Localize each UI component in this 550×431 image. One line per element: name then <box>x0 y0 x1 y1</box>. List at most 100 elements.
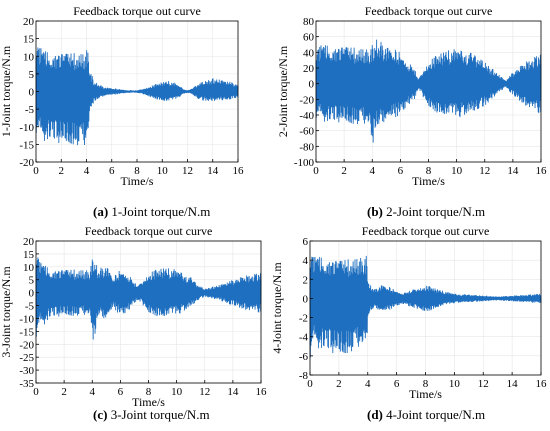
y-tick-label: 2 <box>303 274 309 286</box>
y-tick-label: -4 <box>299 332 309 344</box>
x-tick-label: 2 <box>336 378 342 390</box>
signal-series <box>35 47 239 146</box>
y-tick-label: -15 <box>19 326 34 338</box>
y-tick-label: 0 <box>29 288 35 300</box>
x-tick-label: 12 <box>182 165 193 177</box>
x-tick-label: 6 <box>398 165 404 177</box>
y-tick-label: -20 <box>19 157 34 169</box>
x-tick-label: 0 <box>313 165 319 177</box>
y-tick-label: 20 <box>23 236 35 248</box>
x-tick-label: 12 <box>478 378 489 390</box>
x-tick-label: 16 <box>536 165 548 177</box>
caption-letter: (a) <box>93 204 109 219</box>
y-tick-label: -30 <box>19 365 34 377</box>
x-tick-label: 6 <box>118 386 124 398</box>
x-tick-label: 8 <box>423 378 429 390</box>
chart-title: Feedback torque out curve <box>362 224 490 238</box>
x-tick-label: 12 <box>199 386 210 398</box>
x-tick-label: 2 <box>341 165 347 177</box>
y-tick-label: -10 <box>19 122 34 134</box>
x-tick-label: 16 <box>233 165 245 177</box>
x-tick-label: 4 <box>90 386 96 398</box>
x-tick-label: 12 <box>479 165 490 177</box>
y-axis-label: 2-Joint torque/N.m <box>276 45 290 137</box>
y-tick-label: -80 <box>299 141 314 153</box>
y-tick-label: -35 <box>19 378 34 390</box>
y-tick-label: -8 <box>299 370 309 382</box>
x-tick-label: 2 <box>61 386 67 398</box>
x-tick-label: 14 <box>507 378 519 390</box>
x-tick-label: 2 <box>59 165 65 177</box>
y-tick-label: -20 <box>299 94 314 106</box>
x-axis-label: Time/s <box>132 395 165 409</box>
caption-letter: (d) <box>367 407 383 422</box>
y-tick-label: 60 <box>303 32 315 44</box>
caption-text: 2-Joint torque/N.m <box>386 204 486 219</box>
x-tick-label: 8 <box>146 386 152 398</box>
y-tick-label: 5 <box>29 69 35 81</box>
y-tick-label: -10 <box>19 313 34 325</box>
y-tick-label: 10 <box>23 262 35 274</box>
x-tick-label: 4 <box>84 165 90 177</box>
x-tick-label: 14 <box>207 165 219 177</box>
caption-b: (b) 2-Joint torque/N.m <box>367 204 485 220</box>
x-tick-label: 4 <box>365 378 371 390</box>
y-tick-label: 20 <box>303 63 315 75</box>
y-tick-label: 15 <box>23 249 35 261</box>
y-tick-label: 0 <box>29 87 35 99</box>
x-tick-label: 16 <box>536 378 548 390</box>
x-tick-label: 16 <box>256 386 268 398</box>
chart-panel: 0 2 4 6 8 10 12 14 16-35-30-25-20-15-10-50510152… <box>0 224 267 409</box>
y-tick-label: 15 <box>23 34 35 46</box>
y-axis-label: 4-Joint torque/N.m <box>270 262 284 354</box>
x-tick-label: 4 <box>370 165 376 177</box>
x-tick-label: 8 <box>134 165 140 177</box>
x-tick-label: 6 <box>109 165 115 177</box>
chart-title: Feedback torque out curve <box>73 4 201 18</box>
y-tick-label: 0 <box>303 293 309 305</box>
x-tick-label: 8 <box>426 165 432 177</box>
caption-text: 1-Joint torque/N.m <box>111 204 211 219</box>
y-tick-label: 0 <box>309 79 315 91</box>
y-tick-label: 6 <box>303 236 309 248</box>
x-tick-label: 14 <box>507 165 519 177</box>
y-tick-label: -60 <box>299 126 314 138</box>
caption-letter: (b) <box>367 204 383 219</box>
x-tick-label: 10 <box>451 165 463 177</box>
x-tick-label: 10 <box>449 378 461 390</box>
y-tick-label: 80 <box>303 16 315 28</box>
y-tick-label: -5 <box>25 301 35 313</box>
y-axis-label: 3-Joint torque/N.m <box>0 266 13 358</box>
y-tick-label: -100 <box>294 157 315 169</box>
y-tick-label: 5 <box>29 275 35 287</box>
y-tick-label: 20 <box>23 16 35 28</box>
y-tick-label: 40 <box>303 47 315 59</box>
caption-letter: (c) <box>93 407 108 422</box>
caption-text: 4-Joint torque/N.m <box>386 407 486 422</box>
signal-series <box>35 257 262 340</box>
x-axis-label: Time/s <box>412 174 445 188</box>
x-axis-label: Time/s <box>409 387 442 401</box>
y-tick-label: -15 <box>19 139 34 151</box>
caption-d: (d) 4-Joint torque/N.m <box>367 407 485 423</box>
x-tick-label: 0 <box>33 165 39 177</box>
x-tick-label: 0 <box>33 386 39 398</box>
chart-title: Feedback torque out curve <box>85 224 213 238</box>
y-tick-label: 4 <box>303 255 309 267</box>
caption-text: 3-Joint torque/N.m <box>110 407 210 422</box>
signal-series <box>315 39 542 143</box>
chart-title: Feedback torque out curve <box>365 4 493 18</box>
y-tick-label: -20 <box>19 339 34 351</box>
signal-series <box>309 255 542 358</box>
x-tick-label: 10 <box>171 386 183 398</box>
chart-panel: 0 2 4 6 8 10 12 14 16 -20 -15 -10 -5 0 5 10 15 20 Feedback… <box>0 4 244 188</box>
y-tick-label: -25 <box>19 352 34 364</box>
caption-c: (c) 3-Joint torque/N.m <box>93 407 210 423</box>
x-tick-label: 0 <box>307 378 313 390</box>
y-tick-label: -40 <box>299 110 314 122</box>
y-tick-label: -6 <box>299 351 309 363</box>
chart-panel: 0 2 4 6 8 10 12 14 16 -8 -6 -4 -2 0 2 4 6 Feedback torque… <box>270 224 547 401</box>
chart-panel: 0 2 4 6 8 10 12 14 16 -100 -80 -60 -40 -20 0 20 40 60 80 Fe… <box>276 4 547 188</box>
y-axis-label: 1-Joint torque/N.m <box>0 45 13 137</box>
